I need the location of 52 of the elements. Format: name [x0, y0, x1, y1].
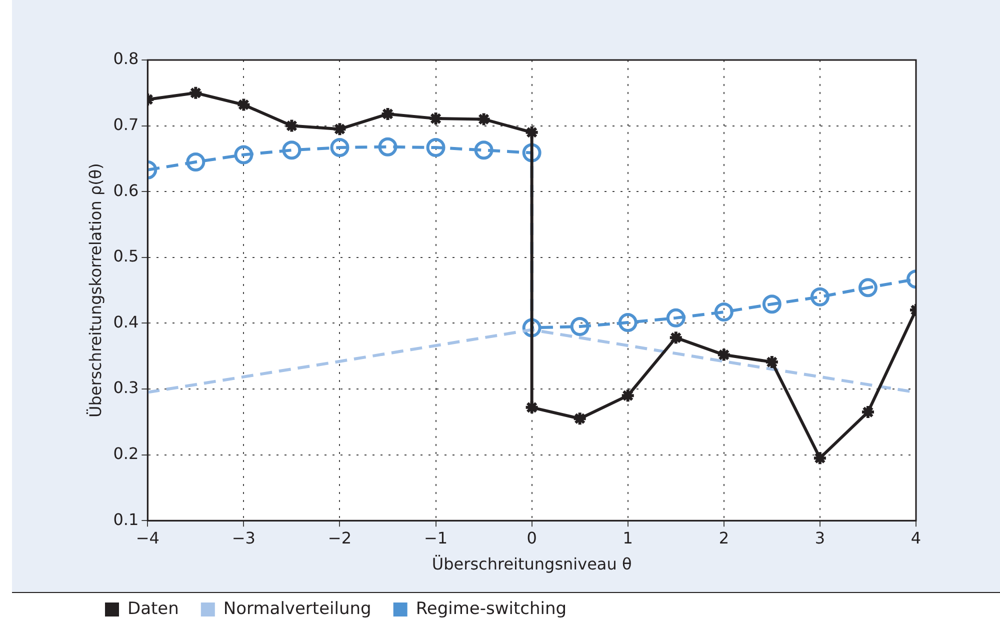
point [284, 118, 300, 134]
y-tick-label: 0.3 [113, 378, 139, 398]
x-axis-title: Überschreitungsniveau θ [432, 554, 632, 574]
point [188, 85, 204, 100]
legend-label: Regime-switching [416, 598, 567, 619]
point [380, 106, 396, 122]
y-tick-label: 0.6 [113, 180, 139, 200]
point [524, 124, 540, 140]
point [236, 97, 252, 112]
y-tick-label: 0.2 [113, 444, 139, 463]
point [858, 278, 878, 298]
legend-label: Normalverteilung [223, 598, 372, 619]
point [570, 316, 590, 336]
point [762, 294, 782, 314]
x-tick-label: 4 [910, 528, 922, 548]
point [234, 145, 254, 164]
x-tick-label: −3 [232, 528, 256, 548]
x-tick-label: 0 [526, 528, 537, 548]
point [474, 140, 494, 160]
y-axis-title: Überschreitungskorrelation ρ(θ) [86, 163, 105, 418]
point [860, 404, 876, 420]
legend-label: Daten [128, 598, 179, 619]
point [332, 122, 348, 137]
point [716, 347, 732, 362]
point [714, 302, 734, 322]
point [668, 330, 684, 346]
point [572, 411, 588, 426]
y-tick-label: 0.1 [113, 510, 139, 529]
point [812, 450, 828, 466]
y-tick-label: 0.8 [113, 49, 139, 68]
point [282, 140, 302, 160]
point [426, 138, 446, 158]
point [378, 137, 398, 156]
x-tick-label: 3 [814, 528, 826, 548]
point [186, 152, 206, 172]
point [330, 138, 350, 158]
x-tick-label: −2 [328, 528, 352, 548]
point [666, 308, 686, 328]
point [524, 400, 540, 415]
point [620, 388, 636, 404]
y-tick-label: 0.5 [113, 246, 139, 266]
x-tick-label: −1 [424, 528, 448, 548]
point [764, 354, 780, 370]
x-tick-label: −4 [136, 528, 160, 548]
point [476, 112, 492, 127]
x-tick-label: 1 [622, 528, 633, 548]
point [810, 287, 830, 306]
y-tick-label: 0.4 [113, 312, 139, 332]
point [428, 111, 444, 126]
point [618, 313, 638, 332]
x-tick-label: 2 [718, 528, 730, 548]
y-tick-label: 0.7 [113, 114, 139, 134]
